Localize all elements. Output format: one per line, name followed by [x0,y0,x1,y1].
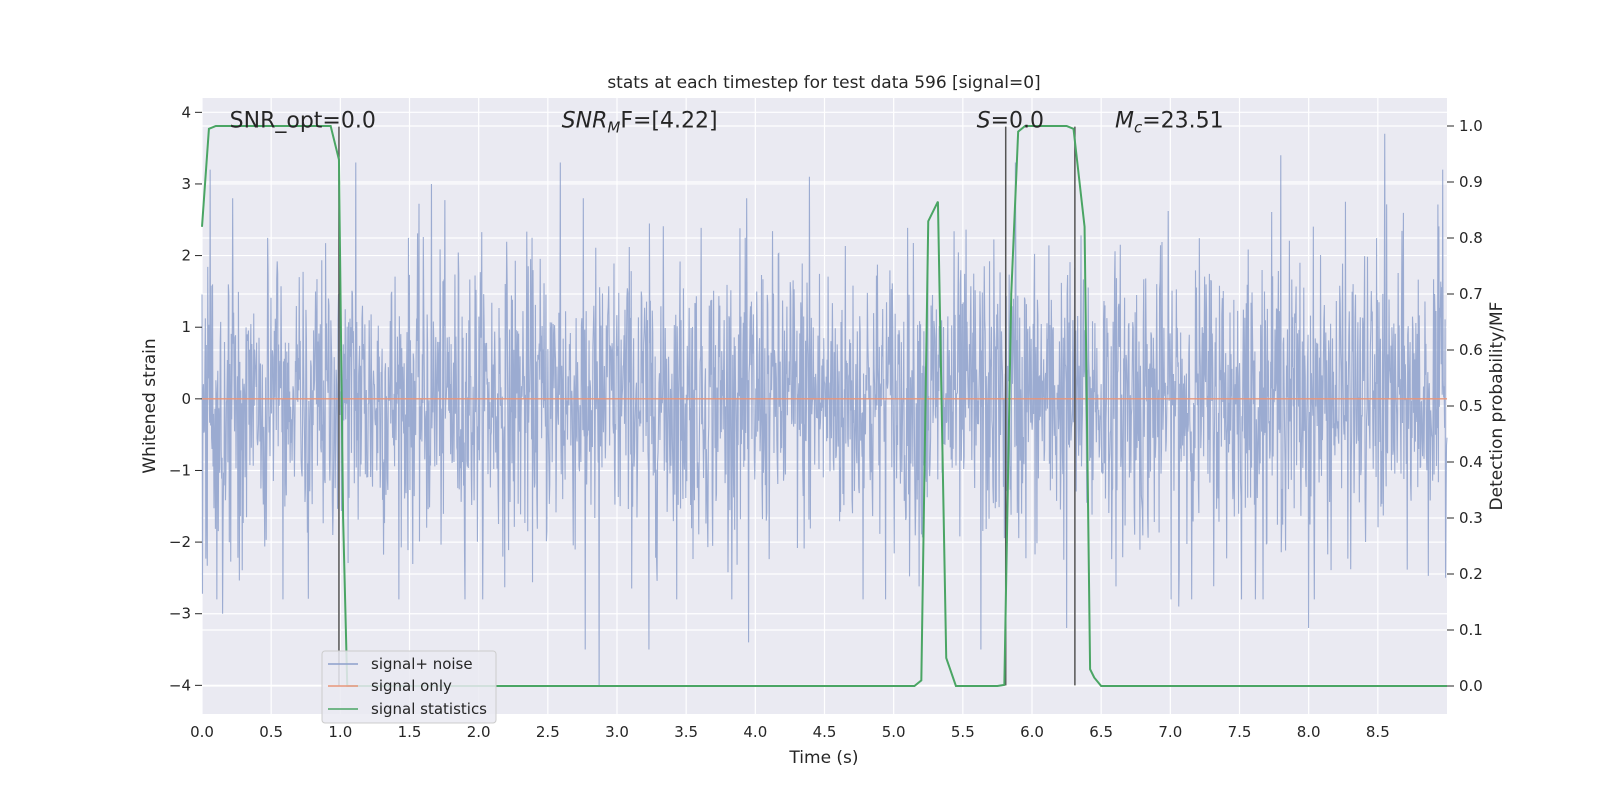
x-tick-label-1: 0.5 [259,723,283,741]
series-signal-noise-line [201,133,1448,686]
y2-tick-label-5: 0.5 [1459,397,1483,415]
legend-label-signal-noise: signal+ noise [371,655,473,673]
x-tick-label-13: 6.5 [1089,723,1113,741]
x-tick-label-5: 2.5 [536,723,560,741]
legend-label-signal-only: signal only [371,677,452,695]
y-tick-label-3: −1 [169,461,191,479]
x-tick-label-4: 2.0 [467,723,491,741]
y2-tick-label-9: 0.9 [1459,173,1483,191]
y-tick-label-8: 4 [181,103,191,121]
y-tick-label-6: 2 [181,247,191,265]
legend-box [321,650,497,724]
y2-axis-label: Detection probability/MF [1487,302,1507,511]
y-tick-label-0: −4 [169,676,191,694]
legend: signal+ noise signal only signal statist… [321,650,497,724]
x-tick-label-7: 3.5 [674,723,698,741]
y2-tick-label-8: 0.8 [1459,229,1483,247]
chart-title: stats at each timestep for test data 596… [607,73,1040,93]
x-tick-label-11: 5.5 [951,723,975,741]
tick-labels: 0.0 0.5 1.0 1.5 2.0 2.5 3.0 3.5 4.0 4.5 5.0 5.5 6.0 6… [169,103,1483,741]
x-axis-label: Time (s) [788,748,858,768]
y2-tick-label-0: 0.0 [1459,677,1483,695]
strain-series [201,133,1448,686]
y-tick-label-4: 0 [181,390,191,408]
y-tick-label-5: 1 [181,318,191,336]
y2-tick-label-6: 0.6 [1459,341,1483,359]
annotations: SNR_opt=0.0 SNRMF=[4.22] S=0.0 Mc=23.51 [230,108,1224,136]
annotation-mc: Mc=23.51 [1115,108,1224,136]
legend-label-signal-statistics: signal statistics [371,700,487,718]
annotation-snr-mf: SNRMF=[4.22] [562,108,718,136]
x-tick-label-3: 1.5 [398,723,422,741]
y2-tick-label-10: 1.0 [1459,117,1483,135]
series-signal-statistics-line [201,125,1447,687]
x-tick-label-14: 7.0 [1158,723,1182,741]
annotation-s-stat: S=0.0 [977,108,1044,133]
x-tick-label-0: 0.0 [190,723,214,741]
signal-statistics-series [201,125,1447,687]
y-tick-label-1: −3 [169,605,191,623]
x-tick-label-8: 4.0 [743,723,767,741]
x-tick-label-12: 6.0 [1020,723,1044,741]
y-tick-label-2: −2 [169,533,191,551]
x-tick-label-17: 8.5 [1366,723,1390,741]
y2-tick-label-1: 0.1 [1459,621,1483,639]
x-tick-label-10: 5.0 [882,723,906,741]
y2-tick-label-4: 0.4 [1459,453,1483,471]
x-tick-label-16: 8.0 [1297,723,1321,741]
y-axis-label: Whitened strain [140,338,160,473]
x-tick-label-9: 4.5 [813,723,837,741]
y2-tick-label-7: 0.7 [1459,285,1483,303]
x-tick-label-6: 3.0 [605,723,629,741]
y2-tick-label-2: 0.2 [1459,565,1483,583]
annotation-snr-opt: SNR_opt=0.0 [230,108,376,133]
y2-tick-label-3: 0.3 [1459,509,1483,527]
y-tick-label-7: 3 [181,175,191,193]
x-tick-label-15: 7.5 [1228,723,1252,741]
x-tick-label-2: 1.0 [328,723,352,741]
